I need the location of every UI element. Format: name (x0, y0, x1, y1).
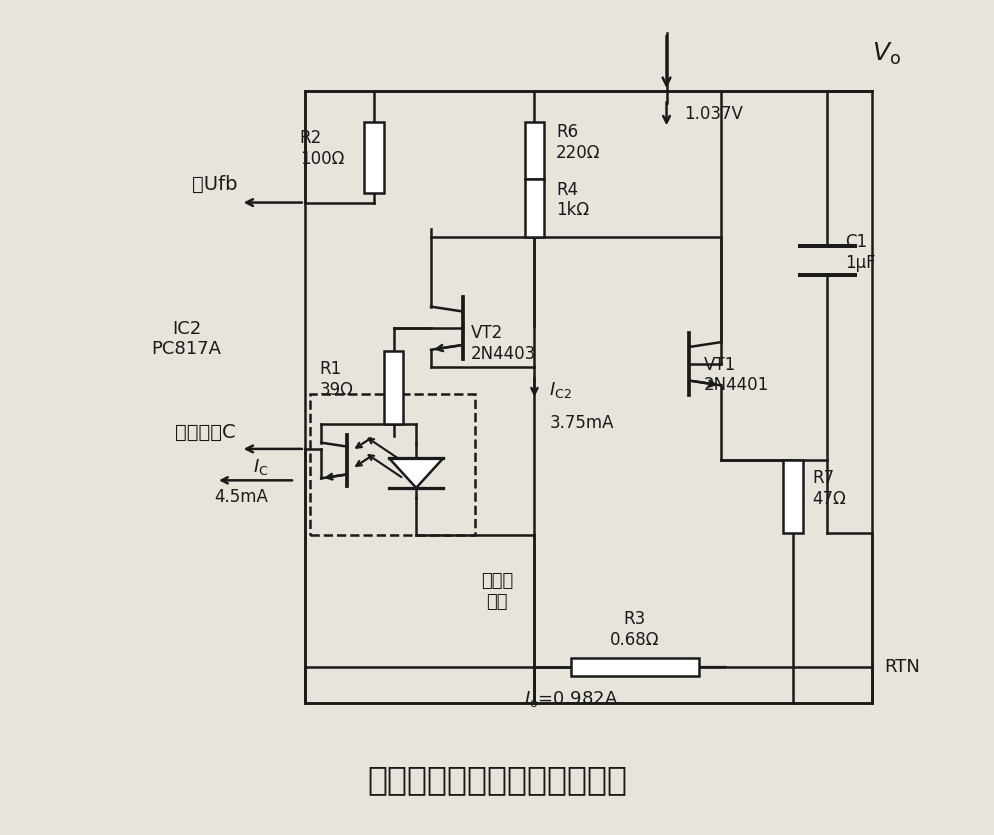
Text: R4
1kΩ: R4 1kΩ (556, 180, 589, 220)
Bar (310, 394, 475, 535)
Text: RTN: RTN (885, 658, 920, 676)
Text: C1
1μF: C1 1μF (845, 233, 876, 271)
Text: R2
100Ω: R2 100Ω (300, 129, 344, 168)
Text: R3
0.68Ω: R3 0.68Ω (610, 610, 660, 649)
Text: R1
39Ω: R1 39Ω (320, 360, 354, 399)
Polygon shape (390, 458, 443, 488)
Text: 电压及电流控制环的单元电路: 电压及电流控制环的单元电路 (367, 763, 627, 796)
Text: $I_{\rm o}$=0.982A: $I_{\rm o}$=0.982A (524, 689, 618, 709)
Bar (783, 460, 802, 534)
Text: $I_{\rm C}$: $I_{\rm C}$ (252, 457, 268, 477)
Bar (525, 122, 545, 180)
Text: IC2
PC817A: IC2 PC817A (151, 320, 222, 358)
Text: R6
220Ω: R6 220Ω (556, 123, 600, 162)
Text: 4.5mA: 4.5mA (214, 488, 267, 506)
Text: 3.75mA: 3.75mA (550, 414, 613, 432)
Text: $V_{\rm o}$: $V_{\rm o}$ (872, 41, 901, 67)
Text: $I_{\rm C2}$: $I_{\rm C2}$ (550, 380, 573, 400)
Bar (384, 352, 404, 424)
Bar (525, 180, 545, 237)
Text: VT2
2N4403: VT2 2N4403 (470, 324, 536, 363)
Bar (571, 658, 699, 676)
Text: 接控制端C: 接控制端C (175, 423, 236, 442)
Text: 接Ufb: 接Ufb (192, 175, 238, 194)
Text: 接次级
绕组: 接次级 绕组 (481, 572, 513, 610)
Text: 1.037V: 1.037V (684, 105, 744, 123)
Bar (364, 122, 384, 193)
Text: VT1
2N4401: VT1 2N4401 (704, 356, 769, 394)
Text: R7
47Ω: R7 47Ω (812, 469, 846, 508)
